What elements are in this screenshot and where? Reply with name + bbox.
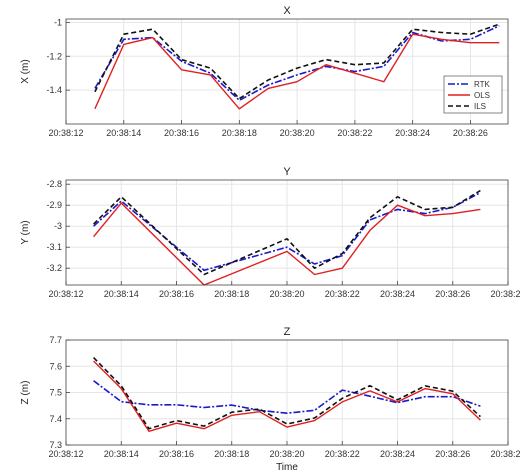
y-tick-label: 7.3 [49,440,62,450]
series-line-ols [94,33,500,110]
y-tick-label: -2.8 [46,179,62,189]
legend-label-rtk: RTK [474,80,491,89]
x-tick-label: 20:38:16 [159,449,194,459]
x-tick-label: 20:38:26 [453,128,488,138]
legend-label-ols: OLS [474,91,490,100]
subplot-title: Y [283,166,291,178]
x-tick-label: 20:38:24 [380,449,415,459]
x-tick-label: 20:38:12 [48,449,83,459]
x-tick-label: 20:38:20 [269,449,304,459]
subplot-y: 20:38:12 20:38:14 20:38:16 20:38:18 20:38:20… [20,166,520,299]
series-line-ols [93,202,481,286]
x-tick-label: 20:38:12 [48,128,83,138]
legend-label-ils: ILS [474,102,486,111]
series-line-rtk [93,380,481,415]
y-tick-label: 7.4 [49,414,62,424]
x-tick-label: 20:38:16 [159,289,194,299]
series-line-rtk [94,25,500,102]
subplot-title: X [283,5,291,17]
x-tick-label: 20:38:20 [269,289,304,299]
y-tick-label: 7.6 [49,361,62,371]
x-tick-label: 20:38:14 [104,449,139,459]
y-axis-label: Y (m) [20,220,31,244]
series-line-rtk [93,191,481,272]
y-tick-label: 7.5 [49,388,62,398]
y-tick-label: -3.2 [46,263,62,273]
x-tick-label: 20:38:22 [325,289,360,299]
subplot-x: 20:38:12 20:38:14 20:38:16 20:38:18 20:38:20… [20,5,509,138]
y-tick-label: -3 [54,221,62,231]
x-tick-label: 20:38:18 [214,289,249,299]
x-tick-label: 20:38:14 [104,289,139,299]
x-tick-label: 20:38:28 [490,449,520,459]
y-axis-label: X (m) [20,59,31,83]
y-tick-label: -1 [54,17,62,27]
y-tick-label: -1.2 [46,51,62,61]
series-line-ols [93,360,481,432]
x-tick-label: 20:38:22 [337,128,372,138]
x-tick-label: 20:38:22 [325,449,360,459]
series-line-ils [94,23,500,100]
x-tick-label: 20:38:26 [435,449,470,459]
subplot-title: Z [284,326,291,338]
x-tick-label: 20:38:26 [435,289,470,299]
x-tick-label: 20:38:16 [164,128,199,138]
x-axis-label: Time [276,462,298,473]
x-tick-label: 20:38:24 [380,289,415,299]
legend: RTK OLS ILS [443,75,503,114]
axes-box [65,18,509,125]
x-tick-label: 20:38:28 [490,289,520,299]
x-tick-label: 20:38:18 [214,449,249,459]
y-tick-label: -2.9 [46,200,62,210]
series-line-ils [93,357,481,430]
y-axis-label: Z (m) [20,381,31,405]
x-tick-label: 20:38:24 [395,128,430,138]
subplot-z: 20:38:12 20:38:14 20:38:16 20:38:18 20:38:20… [20,326,520,473]
y-tick-label: 7.7 [49,335,62,345]
series-line-ils [93,189,481,276]
y-tick-label: -1.4 [46,85,62,95]
x-tick-label: 20:38:18 [222,128,257,138]
x-tick-label: 20:38:12 [48,289,83,299]
x-tick-label: 20:38:20 [280,128,315,138]
y-tick-label: -3.1 [46,242,62,252]
x-tick-label: 20:38:14 [106,128,141,138]
